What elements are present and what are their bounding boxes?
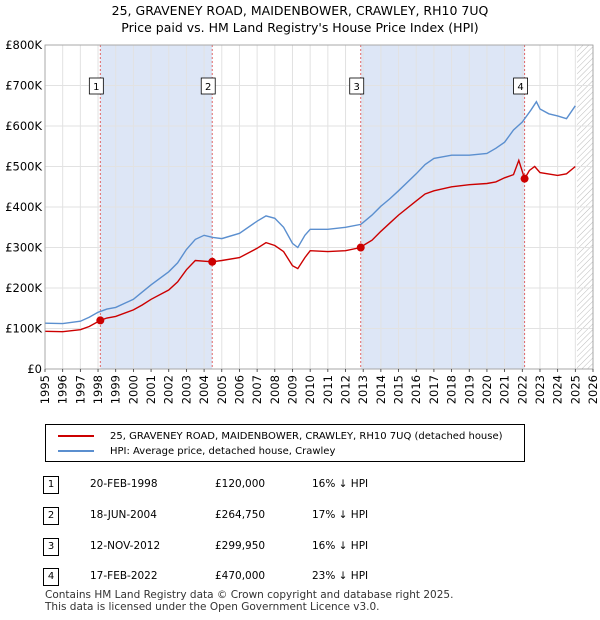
- legend-label-property: 25, GRAVENEY ROAD, MAIDENBOWER, CRAWLEY,…: [110, 430, 503, 442]
- x-tick-label: 2020: [480, 375, 494, 404]
- y-tick-label: £700K: [5, 79, 42, 93]
- x-tick-label: 2013: [356, 375, 370, 404]
- x-tick-label: 2005: [215, 375, 229, 404]
- x-tick-label: 2024: [551, 375, 565, 404]
- footer: Contains HM Land Registry data © Crown c…: [45, 589, 453, 613]
- x-tick-label: 2026: [586, 375, 600, 404]
- y-tick-label: £100K: [5, 322, 42, 336]
- footer-licence: This data is licensed under the Open Gov…: [45, 601, 380, 613]
- x-tick-label: 2021: [498, 375, 512, 404]
- sale-row: 1 20-FEB-1998 £120,000 16% ↓ HPI: [0, 476, 600, 496]
- x-tick-label: 2014: [374, 375, 388, 404]
- x-tick-label: 2009: [285, 375, 299, 404]
- sale-hpi-diff: 23% ↓ HPI: [312, 570, 369, 582]
- hpi-line: [45, 100, 576, 325]
- property-price-line: [45, 158, 576, 333]
- x-tick-label: 2003: [179, 375, 193, 404]
- x-tick-label: 2012: [339, 375, 353, 404]
- x-tick-label: 2015: [392, 375, 406, 404]
- y-tick-label: £800K: [5, 38, 42, 52]
- x-tick-label: 2016: [409, 375, 423, 404]
- sale-date: 12-NOV-2012: [90, 540, 161, 552]
- x-tick-label: 2004: [197, 375, 211, 404]
- sale-date: 20-FEB-1998: [90, 478, 158, 490]
- sale-number-badge: 3: [43, 538, 59, 556]
- sale-hpi-diff: 16% ↓ HPI: [312, 540, 369, 552]
- x-tick-label: 1995: [38, 375, 52, 404]
- sale-price: £470,000: [215, 570, 266, 582]
- price-chart: 1 2 3 4 £0 £100K £200K £300K £400K £500K £600K £70…: [5, 38, 600, 404]
- sale-point: [356, 243, 365, 252]
- sale-label: 3: [354, 82, 360, 93]
- sale-hpi-diff: 17% ↓ HPI: [312, 509, 369, 521]
- sale-number-badge: 2: [43, 507, 59, 525]
- x-tick-label: 2002: [162, 375, 176, 404]
- sale-row: 2 18-JUN-2004 £264,750 17% ↓ HPI: [0, 507, 600, 527]
- x-tick-label: 2023: [533, 375, 547, 404]
- sale-label: 2: [205, 82, 211, 93]
- x-tick-label: 1999: [109, 375, 123, 404]
- y-tick-label: £600K: [5, 119, 42, 133]
- sale-price: £299,950: [215, 540, 266, 552]
- sale-label-box: [349, 77, 365, 95]
- sale-label: 1: [93, 82, 99, 93]
- sale-label-box: [513, 77, 528, 95]
- sale-label-box: [200, 77, 216, 95]
- legend-swatch-hpi: [58, 450, 94, 452]
- x-tick-label: 2025: [568, 375, 582, 404]
- footer-copyright: Contains HM Land Registry data © Crown c…: [45, 589, 454, 601]
- x-tick-label: 2008: [268, 375, 282, 404]
- sale-label-box: [88, 77, 104, 95]
- y-tick-label: £300K: [5, 241, 42, 255]
- x-tick-label: 1997: [73, 375, 87, 404]
- legend: 25, GRAVENEY ROAD, MAIDENBOWER, CRAWLEY,…: [45, 424, 525, 462]
- chart-title-line1: 25, GRAVENEY ROAD, MAIDENBOWER, CRAWLEY,…: [111, 3, 489, 18]
- sale-point: [96, 316, 105, 325]
- x-tick-label: 2006: [232, 375, 246, 404]
- y-tick-label: £400K: [5, 200, 42, 214]
- plot-border: [44, 44, 594, 370]
- sale-point: [208, 257, 217, 266]
- sale-label: 4: [517, 82, 523, 93]
- legend-item-hpi: HPI: Average price, detached house, Craw…: [58, 444, 335, 458]
- y-tick-label: £500K: [5, 160, 42, 174]
- x-tick-label: 2017: [427, 375, 441, 404]
- sale-number-badge: 4: [43, 568, 59, 586]
- sale-row: 4 17-FEB-2022 £470,000 23% ↓ HPI: [0, 568, 600, 588]
- sale-point: [520, 174, 529, 183]
- chart-title-line2: Price paid vs. HM Land Registry's House …: [121, 20, 479, 35]
- x-tick-label: 2011: [321, 375, 335, 404]
- sale-row: 3 12-NOV-2012 £299,950 16% ↓ HPI: [0, 538, 600, 558]
- x-tick-label: 2000: [126, 375, 140, 404]
- y-tick-label: £200K: [5, 281, 42, 295]
- x-tick-label: 2001: [144, 375, 158, 404]
- sale-date: 17-FEB-2022: [90, 570, 158, 582]
- sale-date: 18-JUN-2004: [90, 509, 157, 521]
- x-tick-label: 1996: [56, 375, 70, 404]
- sale-hpi-diff: 16% ↓ HPI: [312, 478, 369, 490]
- x-tick-label: 2007: [250, 375, 264, 404]
- legend-label-hpi: HPI: Average price, detached house, Craw…: [110, 445, 336, 457]
- sale-price: £120,000: [215, 478, 266, 490]
- sale-number-badge: 1: [43, 476, 59, 494]
- legend-swatch-property: [58, 435, 94, 437]
- sale-price: £264,750: [215, 509, 266, 521]
- x-tick-label: 2018: [445, 375, 459, 404]
- legend-item-property: 25, GRAVENEY ROAD, MAIDENBOWER, CRAWLEY,…: [58, 429, 503, 443]
- x-tick-label: 1998: [91, 375, 105, 404]
- x-tick-label: 2010: [303, 375, 317, 404]
- y-tick-label: £0: [27, 362, 42, 376]
- x-tick-label: 2019: [462, 375, 476, 404]
- x-tick-label: 2022: [515, 375, 529, 404]
